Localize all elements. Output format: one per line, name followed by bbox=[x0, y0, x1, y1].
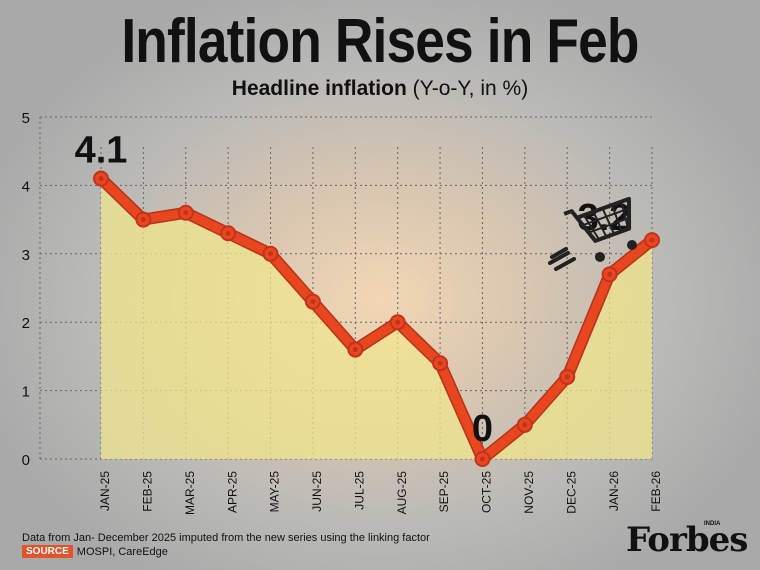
x-tick-label: MAY-25 bbox=[268, 471, 282, 513]
source-tag: SOURCE bbox=[22, 545, 73, 558]
source-line: SOURCE MOSPI, CareEdge bbox=[22, 545, 168, 558]
x-tick-label: SEP-25 bbox=[437, 471, 451, 513]
data-point-center bbox=[183, 210, 189, 216]
x-tick-label: OCT-25 bbox=[480, 471, 494, 513]
data-label: 4.1 bbox=[75, 130, 128, 172]
data-point-center bbox=[268, 251, 274, 257]
forbes-edition: INDIA bbox=[704, 521, 721, 527]
data-point-center bbox=[98, 176, 104, 182]
x-tick-label: NOV-25 bbox=[522, 471, 536, 514]
y-axis: 0 1 2 3 4 5 bbox=[22, 110, 41, 469]
x-axis-labels: JAN-25 FEB-25 MAR-25 APR-25 MAY-25 JUN-25 JUL-… bbox=[98, 471, 663, 515]
y-tick-label: 3 bbox=[22, 247, 30, 264]
data-point-center bbox=[649, 237, 655, 243]
forbes-logo: Forbes bbox=[626, 520, 748, 560]
y-tick-label: 1 bbox=[22, 384, 30, 401]
data-point-center bbox=[352, 347, 358, 353]
shopping-cart-icon bbox=[548, 196, 637, 271]
x-tick-label: FEB-25 bbox=[141, 471, 155, 512]
area-shape bbox=[101, 178, 652, 459]
source-text: MOSPI, CareEdge bbox=[76, 545, 168, 558]
data-point-center bbox=[225, 230, 231, 236]
y-tick-label: 2 bbox=[22, 315, 30, 332]
footnote: Data from Jan- December 2025 imputed fro… bbox=[22, 532, 430, 544]
subtitle-bold: Headline inflation bbox=[231, 77, 407, 100]
data-point-center bbox=[564, 374, 570, 380]
data-points bbox=[93, 170, 660, 467]
x-tick-label: FEB-26 bbox=[649, 471, 663, 512]
y-tick-label: 4 bbox=[22, 178, 30, 195]
data-point-center bbox=[310, 299, 316, 305]
data-point-center bbox=[479, 456, 485, 462]
data-point-center bbox=[140, 217, 146, 223]
data-label: 0 bbox=[472, 408, 493, 450]
data-point-center bbox=[395, 319, 401, 325]
chart-subtitle: Headline inflation (Y-o-Y, in %) bbox=[0, 76, 760, 102]
x-tick-label: JAN-25 bbox=[98, 471, 112, 511]
x-tick-label: MAR-25 bbox=[183, 471, 197, 515]
area-fill bbox=[101, 178, 652, 459]
subtitle-units: (Y-o-Y, in %) bbox=[412, 77, 529, 100]
x-tick-label: JUN-25 bbox=[310, 471, 324, 512]
data-point-center bbox=[437, 360, 443, 366]
y-tick-label: 0 bbox=[22, 452, 30, 469]
x-tick-label: JAN-26 bbox=[607, 471, 621, 511]
chart-title: Inflation Rises in Feb bbox=[121, 7, 639, 76]
x-tick-label: DEC-25 bbox=[564, 471, 578, 514]
x-tick-label: JUL-25 bbox=[352, 471, 366, 510]
x-tick-label: AUG-25 bbox=[395, 471, 409, 515]
x-tick-label: APR-25 bbox=[225, 471, 239, 513]
data-point-center bbox=[522, 422, 528, 428]
data-point-center bbox=[607, 271, 613, 277]
y-tick-label: 5 bbox=[22, 110, 30, 127]
